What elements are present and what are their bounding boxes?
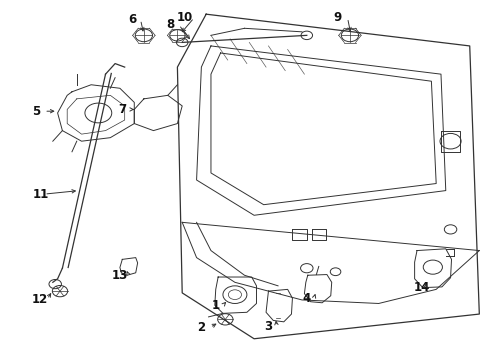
Text: 13: 13	[112, 269, 128, 282]
Text: 3: 3	[264, 320, 272, 333]
Text: 10: 10	[176, 11, 192, 24]
Text: 4: 4	[302, 292, 310, 305]
Text: 11: 11	[33, 188, 49, 201]
Text: 9: 9	[333, 11, 342, 24]
Text: 7: 7	[118, 103, 126, 116]
Text: 8: 8	[166, 18, 174, 31]
Text: 5: 5	[32, 105, 40, 118]
Text: 6: 6	[127, 13, 136, 26]
Text: 2: 2	[197, 321, 205, 334]
Text: 1: 1	[211, 299, 220, 312]
Text: 14: 14	[413, 281, 429, 294]
Text: 12: 12	[31, 293, 47, 306]
